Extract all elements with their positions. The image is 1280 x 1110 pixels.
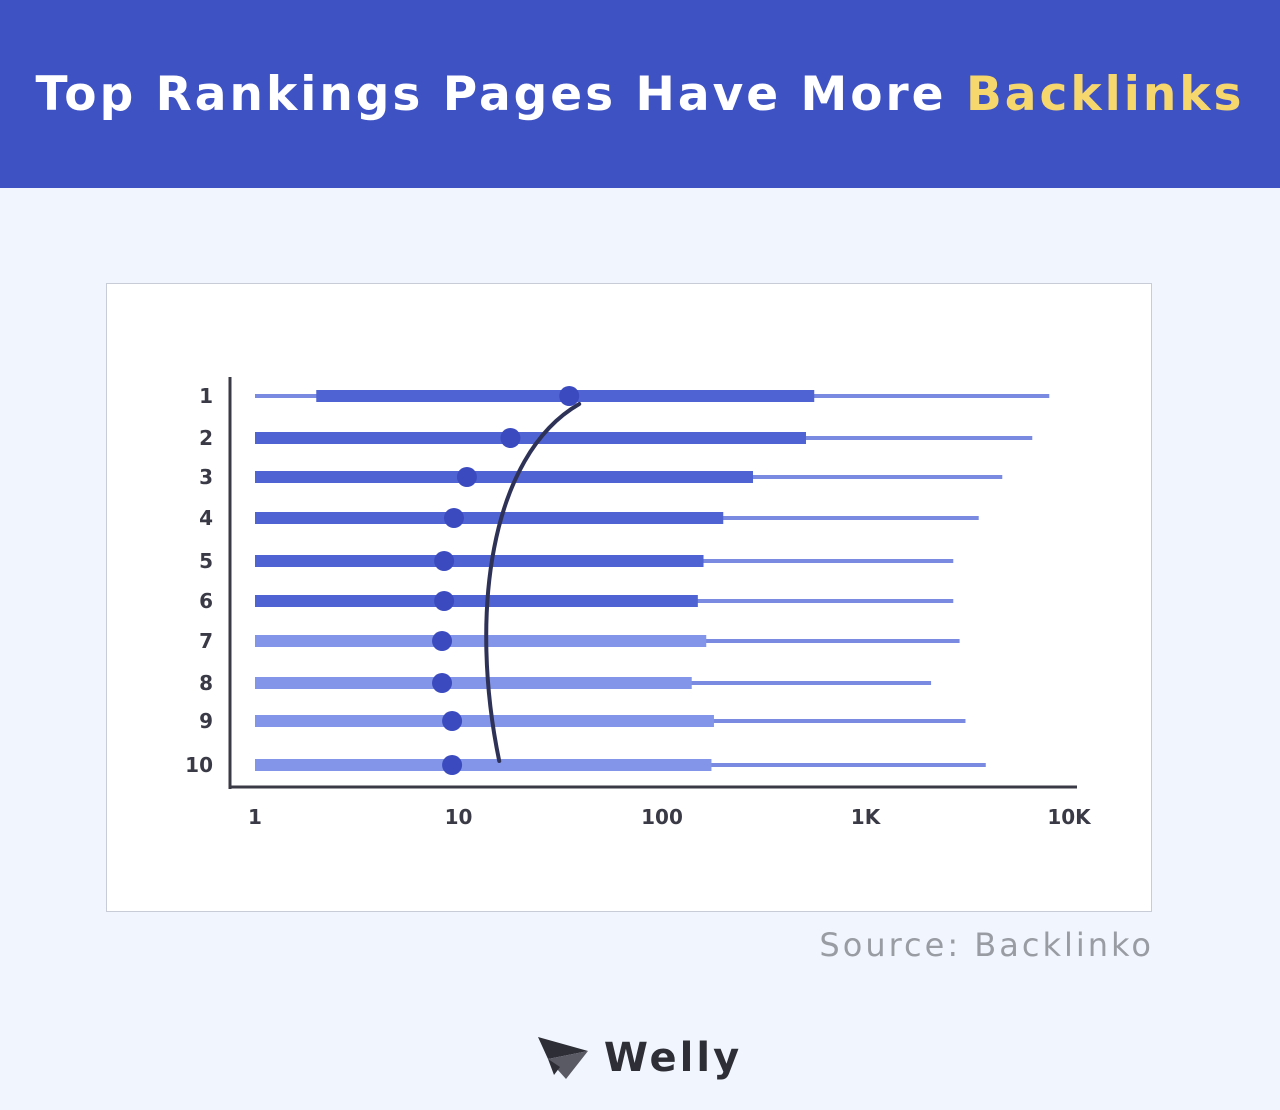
brand-logo: Welly [0,1028,1280,1088]
chart-svg: 1 2 3 4 5 6 7 8 9 10 1 10 100 1K 10K [185,377,1092,829]
median-dot-1 [559,386,580,406]
x-tick-label-2: 10 [445,805,473,829]
paper-plane-icon [537,1037,588,1079]
title-main: Top Rankings Pages Have More [35,66,947,122]
bar-6 [255,595,698,607]
rank-label-8: 8 [199,671,213,695]
x-tick-label-5: 10K [1047,805,1092,829]
header-banner: Top Rankings Pages Have More Backlinks [0,0,1280,188]
rank-label-2: 2 [199,426,213,450]
page-title: Top Rankings Pages Have More Backlinks [35,67,1244,122]
median-dot-6 [434,591,455,611]
median-dot-4 [443,508,464,528]
rank-label-5: 5 [199,549,213,573]
bar-4 [255,512,724,524]
median-dot-2 [500,428,521,448]
bars-layer [255,390,1050,771]
median-dot-8 [432,673,453,693]
bar-10 [255,759,712,771]
x-tick-label-4: 1K [851,805,882,829]
bar-3 [255,471,753,483]
source-caption: Source: Backlinko [819,926,1154,964]
median-dot-10 [442,755,463,775]
chart-card: 1 2 3 4 5 6 7 8 9 10 1 10 100 1K 10K [106,283,1152,912]
bar-2 [255,432,806,444]
median-dot-9 [442,711,463,731]
rank-label-6: 6 [199,589,213,613]
brand-name: Welly [603,1035,743,1081]
labels-layer: 1 2 3 4 5 6 7 8 9 10 1 10 100 1K 10K [185,384,1092,829]
median-dot-5 [434,551,455,571]
median-dot-3 [456,467,477,487]
trend-line [484,402,582,763]
rank-label-3: 3 [199,465,213,489]
bar-7 [255,635,707,647]
bar-8 [255,677,692,689]
title-highlight: Backlinks [965,66,1245,122]
rank-label-4: 4 [199,506,213,530]
bar-5 [255,555,704,567]
bar-9 [255,715,714,727]
x-tick-label-3: 100 [641,805,683,829]
rank-label-7: 7 [199,629,213,653]
rank-label-10: 10 [185,753,213,777]
x-tick-label-1: 1 [248,805,262,829]
rank-label-9: 9 [199,709,213,733]
dots-layer [432,386,580,775]
median-dot-7 [432,631,453,651]
rank-label-1: 1 [199,384,213,408]
